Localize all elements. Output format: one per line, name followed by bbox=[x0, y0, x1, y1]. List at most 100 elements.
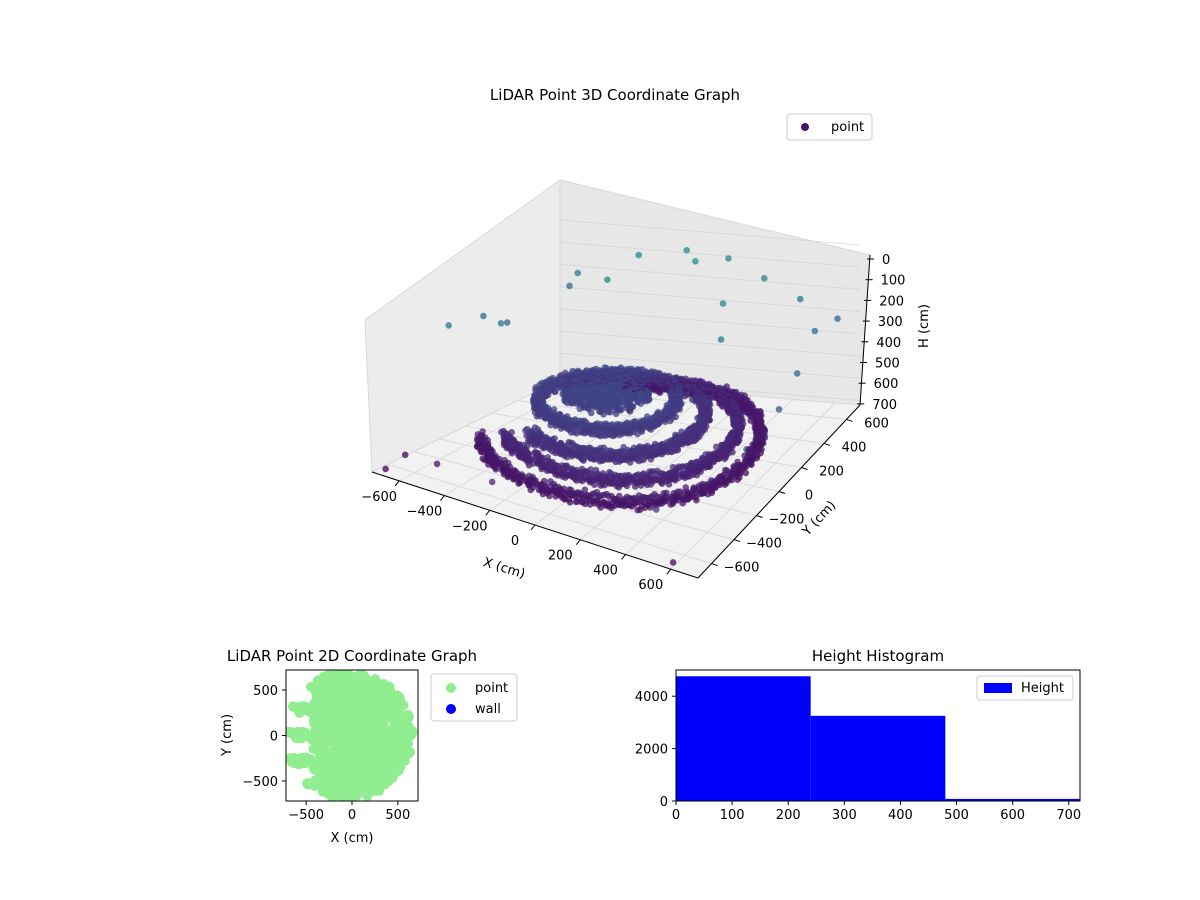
y-tick-label-histogram: 4000 bbox=[635, 690, 668, 705]
point-3d-marker bbox=[719, 300, 727, 307]
floor-grid-line bbox=[580, 395, 752, 541]
point-2d-marker bbox=[389, 739, 399, 750]
point-2d-marker bbox=[333, 746, 344, 757]
z-tick-label-3d: 400 bbox=[876, 336, 901, 351]
point-3d-marker bbox=[522, 427, 529, 434]
point-3d-marker bbox=[692, 258, 699, 265]
point-3d-marker bbox=[653, 506, 660, 513]
y-tick-3d bbox=[733, 539, 741, 543]
legend-2d-marker-wall bbox=[446, 704, 456, 714]
point-3d-marker bbox=[591, 481, 598, 489]
point-2d-marker bbox=[375, 778, 386, 789]
point-3d-marker bbox=[591, 403, 598, 411]
chart-3d: LiDAR Point 3D Coordinate Graph −600−400… bbox=[361, 86, 932, 593]
legend-3d: point bbox=[786, 113, 873, 141]
point-3d-marker bbox=[477, 448, 485, 456]
wall-grid-line bbox=[559, 219, 861, 246]
point-2d-marker bbox=[318, 776, 329, 787]
point-3d-marker bbox=[684, 496, 691, 503]
point-3d-marker bbox=[572, 498, 580, 506]
point-2d-marker bbox=[346, 762, 357, 773]
chart-2d: LiDAR Point 2D Coordinate Graph −500 0 500… bbox=[220, 647, 518, 846]
point-2d-marker bbox=[360, 758, 371, 769]
point-3d-marker bbox=[566, 282, 573, 290]
point-3d-marker bbox=[621, 502, 628, 510]
point-3d-marker bbox=[721, 481, 729, 489]
z-tick-label-3d: 0 bbox=[882, 253, 890, 268]
point-2d-marker bbox=[383, 773, 394, 784]
point-3d-marker bbox=[635, 457, 643, 465]
point-3d-marker bbox=[658, 450, 666, 458]
x-tick-3d bbox=[575, 539, 581, 546]
x-tick-3d bbox=[440, 495, 445, 501]
point-3d-marker bbox=[527, 486, 534, 494]
point-2d-marker bbox=[321, 719, 332, 730]
point-3d-marker bbox=[597, 504, 604, 511]
point-3d-marker bbox=[665, 481, 673, 488]
point-3d-marker bbox=[666, 417, 674, 425]
point-3d-marker bbox=[683, 247, 690, 254]
y-tick-label-3d: 600 bbox=[864, 416, 889, 431]
x-tick-label-histogram: 200 bbox=[776, 808, 801, 823]
point-3d-marker bbox=[580, 457, 587, 464]
point-3d-marker bbox=[604, 276, 611, 284]
point-3d-marker bbox=[573, 430, 580, 437]
point-3d-marker bbox=[600, 411, 607, 418]
point-3d-marker bbox=[626, 459, 634, 466]
point-3d-marker bbox=[533, 413, 541, 420]
point-2d-marker bbox=[384, 682, 395, 693]
point-2d-marker bbox=[340, 703, 351, 714]
point-2d-marker bbox=[357, 729, 367, 740]
point-2d-marker bbox=[345, 677, 356, 687]
point-3d-marker bbox=[581, 429, 588, 437]
point-3d-marker bbox=[628, 503, 636, 510]
point-3d-marker bbox=[510, 476, 517, 483]
point-2d-marker bbox=[291, 732, 302, 743]
point-2d-marker bbox=[395, 693, 405, 704]
point-3d-marker bbox=[811, 327, 819, 335]
point-3d-marker bbox=[623, 482, 631, 490]
point-2d-marker bbox=[344, 746, 355, 757]
point-3d-marker bbox=[552, 422, 559, 430]
point-3d-marker bbox=[647, 426, 655, 433]
plot-frame-histogram bbox=[675, 669, 1081, 802]
points-2d bbox=[286, 670, 418, 801]
point-3d-marker bbox=[579, 477, 586, 485]
histogram-bars bbox=[676, 676, 1080, 801]
point-2d-marker bbox=[337, 670, 348, 679]
point-3d-marker bbox=[615, 484, 623, 491]
point-2d-marker bbox=[358, 691, 369, 702]
point-3d-marker bbox=[504, 473, 512, 481]
legend-3d-box bbox=[786, 113, 873, 141]
point-3d-marker bbox=[637, 482, 645, 489]
legend-3d-label-point: point bbox=[831, 120, 864, 135]
wall-grid-line bbox=[559, 308, 861, 335]
y-tick-label-2d: −500 bbox=[242, 775, 278, 790]
x-tick-label-3d: −400 bbox=[407, 505, 443, 520]
point-3d-marker bbox=[480, 312, 487, 320]
point-2d-marker bbox=[366, 778, 377, 789]
point-3d-marker bbox=[632, 483, 639, 490]
point-2d-marker bbox=[329, 789, 340, 800]
point-3d-marker bbox=[642, 397, 650, 405]
point-3d-marker bbox=[587, 409, 595, 417]
point-3d-marker bbox=[382, 465, 389, 473]
x-tick-label-3d: 400 bbox=[593, 563, 618, 578]
y-axis-label-2d: Y (cm) bbox=[220, 714, 235, 757]
point-2d-marker bbox=[353, 706, 364, 717]
point-3d-marker bbox=[637, 400, 644, 407]
point-3d-marker bbox=[597, 482, 604, 489]
y-tick-label-3d: −200 bbox=[769, 513, 805, 528]
point-3d-marker bbox=[515, 480, 522, 487]
legend-2d-label-wall: wall bbox=[475, 702, 501, 717]
y-tick-3d bbox=[823, 442, 831, 446]
point-2d-marker bbox=[307, 706, 318, 717]
point-2d-marker bbox=[321, 689, 332, 700]
point-3d-marker bbox=[693, 471, 701, 479]
point-3d-marker bbox=[834, 315, 841, 323]
point-2d-marker bbox=[384, 730, 395, 741]
point-2d-marker bbox=[371, 720, 382, 731]
point-3d-marker bbox=[401, 451, 409, 459]
